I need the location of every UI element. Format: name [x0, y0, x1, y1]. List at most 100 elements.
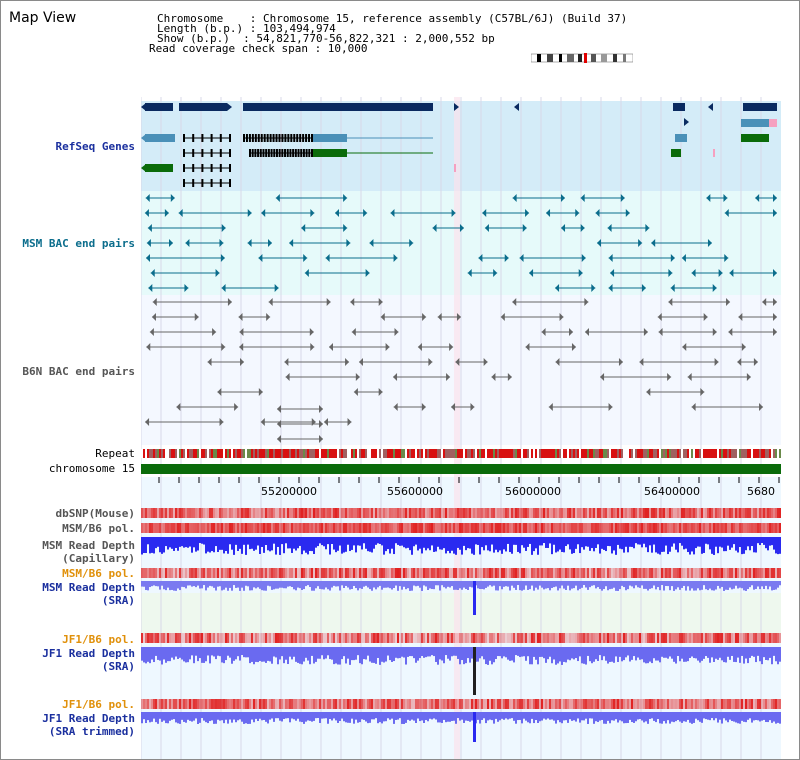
depth-bin: [511, 647, 513, 661]
depth-bin: [391, 581, 393, 590]
polymorphism-bin: [319, 633, 321, 643]
repeat-bin: [207, 449, 209, 458]
gene-exon: [286, 149, 289, 157]
repeat-bin: [177, 449, 179, 458]
depth-bin: [181, 712, 183, 720]
polymorphism-bin: [757, 523, 759, 533]
polymorphism-bin: [175, 568, 177, 578]
repeat-bin: [361, 449, 363, 458]
polymorphism-bin: [737, 633, 739, 643]
repeat-bin: [549, 449, 551, 458]
depth-bin: [169, 647, 171, 662]
polymorphism-bin: [323, 508, 325, 518]
depth-bin: [415, 537, 417, 545]
repeat-bin: [479, 449, 481, 458]
polymorphism-bin: [231, 568, 233, 578]
polymorphism-bin: [331, 523, 333, 533]
polymorphism-bin: [307, 699, 309, 709]
polymorphism-bin: [665, 699, 667, 709]
polymorphism-bin: [415, 568, 417, 578]
depth-bin: [539, 581, 541, 586]
depth-bin: [749, 712, 751, 719]
polymorphism-bin: [347, 633, 349, 643]
polymorphism-bin: [771, 508, 773, 518]
depth-bin: [481, 647, 483, 657]
genome-tracks[interactable]: 55200000 55600000 56000000 56400000 5680: [141, 97, 781, 760]
bac-end: [277, 420, 281, 428]
polymorphism-bin: [219, 508, 221, 518]
polymorphism-bin: [289, 633, 291, 643]
depth-bin: [453, 712, 455, 721]
depth-bin: [153, 537, 155, 554]
depth-bin: [439, 647, 441, 660]
bac-end: [144, 209, 149, 217]
bac-end: [493, 269, 498, 277]
depth-bin: [613, 712, 615, 721]
polymorphism-bin: [275, 508, 277, 518]
bac-end: [378, 298, 383, 306]
polymorphism-bin: [315, 523, 317, 533]
polymorphism-bin: [461, 633, 463, 643]
repeat-bin: [219, 449, 221, 458]
polymorphism-bin: [453, 568, 455, 578]
depth-bin: [141, 712, 143, 724]
depth-bin: [411, 647, 413, 657]
polymorphism-bin: [383, 508, 385, 518]
polymorphism-bin: [655, 508, 657, 518]
polymorphism-bin: [141, 508, 143, 518]
polymorphism-bin: [523, 568, 525, 578]
depth-bin: [589, 712, 591, 719]
polymorphism-bin: [181, 699, 183, 709]
depth-bin: [159, 647, 161, 661]
depth-bin: [319, 712, 321, 723]
polymorphism-bin: [701, 699, 703, 709]
repeat-bin: [273, 449, 275, 458]
polymorphism-bin: [549, 633, 551, 643]
depth-bin: [323, 647, 325, 660]
polymorphism-bin: [379, 508, 381, 518]
polymorphism-bin: [271, 523, 273, 533]
polymorphism-bin: [655, 568, 657, 578]
depth-bin: [257, 712, 259, 722]
polymorphism-bin: [499, 568, 501, 578]
repeat-bin: [159, 449, 161, 458]
polymorphism-bin: [383, 523, 385, 533]
polymorphism-bin: [679, 633, 681, 643]
bac-end: [658, 328, 663, 336]
bac-end: [326, 298, 331, 306]
polymorphism-bin: [217, 568, 219, 578]
polymorphism-bin: [563, 699, 565, 709]
depth-bin: [193, 712, 195, 721]
polymorphism-bin: [531, 699, 533, 709]
depth-bin: [365, 647, 367, 660]
polymorphism-bin: [711, 508, 713, 518]
depth-bin: [729, 537, 731, 550]
repeat-bin: [665, 449, 667, 458]
repeat-bin: [187, 449, 189, 458]
polymorphism-bin: [225, 523, 227, 533]
polymorphism-bin: [407, 568, 409, 578]
polymorphism-bin: [709, 523, 711, 533]
bac-end: [681, 254, 686, 262]
repeat-bin: [417, 449, 419, 458]
depth-bin: [757, 712, 759, 721]
depth-bin: [407, 581, 409, 589]
polymorphism-bin: [457, 699, 459, 709]
polymorphism-bin: [259, 633, 261, 643]
depth-bin: [683, 537, 685, 550]
bac-end: [319, 420, 323, 428]
polymorphism-bin: [495, 699, 497, 709]
bac-end: [560, 194, 565, 202]
depth-bin: [735, 647, 737, 663]
depth-bin: [699, 712, 701, 722]
depth-bin: [529, 537, 531, 544]
chromosome-ideogram[interactable]: [531, 53, 633, 63]
depth-bin: [691, 647, 693, 657]
repeat-track: [141, 449, 781, 458]
depth-bin: [443, 537, 445, 549]
depth-bin: [281, 581, 283, 588]
bac-end: [607, 224, 612, 232]
depth-bin: [661, 712, 663, 724]
polymorphism-bin: [627, 633, 629, 643]
polymorphism-bin: [395, 508, 397, 518]
